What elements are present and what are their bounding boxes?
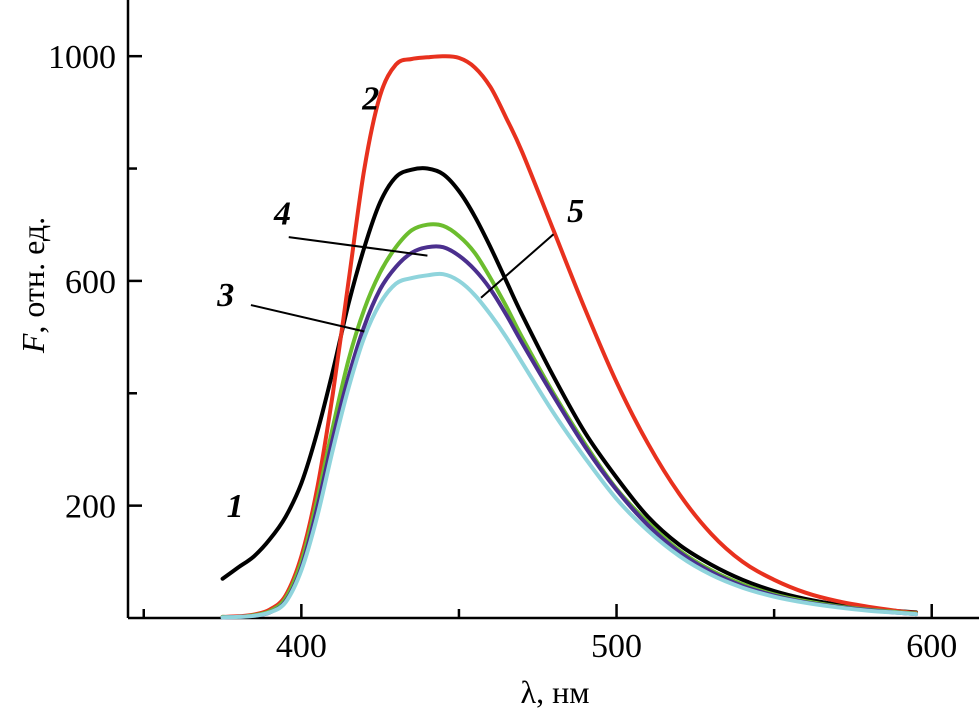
series-line-1 — [220, 166, 918, 615]
y-tick-label: 200 — [65, 489, 116, 526]
leader-line-3 — [250, 304, 365, 333]
series-label-1: 1 — [227, 488, 244, 525]
y-tick-label: 1000 — [48, 39, 116, 76]
x-tick-label: 400 — [276, 628, 327, 665]
y-axis-title-symbol: F — [15, 333, 51, 354]
x-tick-label: 600 — [906, 628, 957, 665]
series-label-4: 4 — [273, 196, 291, 233]
leader-line-4 — [288, 236, 428, 257]
series-line-5 — [220, 271, 918, 620]
y-axis-title: F, отн. ед. — [15, 217, 51, 354]
x-tick-label: 500 — [591, 628, 642, 665]
series-label-2: 2 — [361, 81, 379, 118]
ticks: 400 500 600 200 600 1000 — [48, 39, 957, 665]
series-lines — [220, 54, 918, 620]
axes — [126, 0, 979, 620]
y-tick-label: 600 — [65, 264, 116, 301]
series-line-2 — [220, 54, 918, 619]
series-annotations: 1 2 4 3 5 — [216, 81, 584, 525]
series-label-5: 5 — [567, 193, 584, 230]
y-axis-title-units: , отн. ед. — [15, 217, 51, 334]
leader-line-5 — [480, 233, 555, 299]
series-label-3: 3 — [216, 277, 234, 314]
x-axis-title: λ, нм — [521, 674, 590, 710]
